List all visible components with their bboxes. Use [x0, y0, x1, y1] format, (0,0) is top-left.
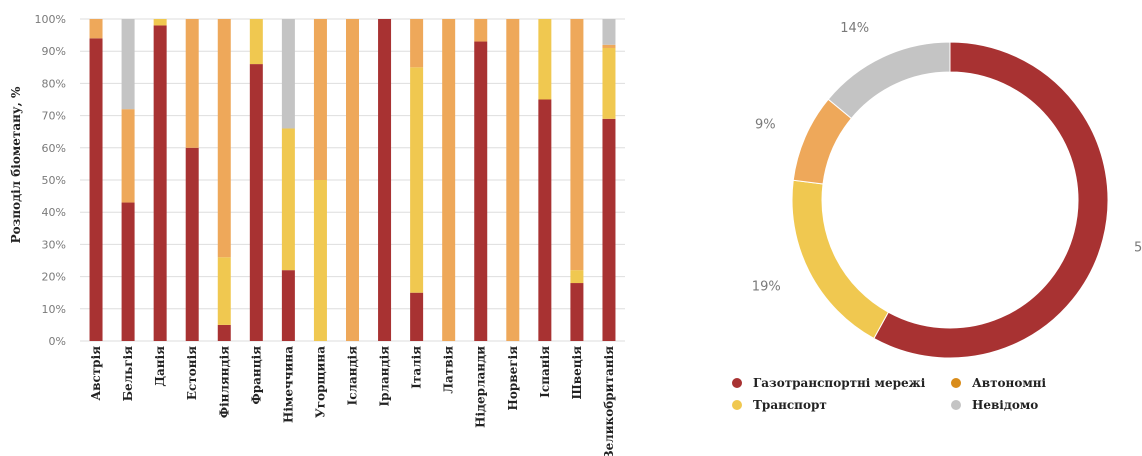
y-tick-label: 50% — [42, 174, 66, 187]
donut-slice-label: 14% — [840, 21, 869, 36]
donut-slice-автономні — [792, 98, 853, 185]
x-category-label: Бельгія — [121, 346, 135, 401]
x-category-label: Нідерланди — [474, 346, 488, 428]
bar-segment-газотранспортні-мережі — [410, 292, 424, 341]
legend-marker — [732, 400, 742, 410]
y-tick-label: 60% — [42, 142, 66, 155]
donut-slice-label: 9% — [755, 118, 776, 133]
bar-segment-автономні — [442, 19, 456, 341]
bar-segment-транспорт — [281, 128, 295, 271]
bar-segment-автономні — [506, 19, 520, 341]
bar-segment-автономні — [346, 19, 359, 341]
y-tick-label: 40% — [42, 206, 66, 219]
bar-segment-газотранспортні-мережі — [121, 202, 135, 341]
x-category-label: Швеція — [570, 346, 584, 400]
bar-segment-автономні — [313, 19, 327, 180]
legend-label: Транспорт — [753, 398, 827, 412]
y-tick-label: 30% — [42, 238, 66, 251]
bar-segment-газотранспортні-мережі — [538, 99, 552, 341]
legend-item: Автономні — [951, 376, 1047, 390]
bar-stacks — [89, 19, 616, 341]
bar-segment-невідомо — [121, 19, 135, 110]
x-category-label: Ірландія — [378, 346, 392, 407]
bar-segment-газотранспортні-мережі — [570, 283, 584, 341]
bar-segment-газотранспортні-мережі — [217, 324, 231, 341]
bar-segment-газотранспортні-мережі — [89, 38, 103, 341]
bar-segment-транспорт — [249, 19, 263, 65]
x-category-label: Данія — [153, 346, 167, 387]
y-tick-label: 100% — [35, 13, 66, 26]
x-category-label: Норвегія — [506, 346, 520, 411]
legend-marker — [732, 378, 742, 388]
legend-marker — [951, 400, 961, 410]
x-category-label: Естонія — [185, 346, 199, 400]
bar-segment-транспорт — [313, 180, 327, 341]
donut-slices — [791, 41, 1109, 359]
x-category-label: Іспанія — [538, 346, 552, 398]
donut-slice-label: 19% — [752, 279, 781, 294]
y-tick-label: 10% — [42, 303, 66, 316]
y-tick-labels: 0% 10% 20% 30% 40% 50% 60% 70% 80% 90% 100% — [35, 13, 66, 348]
bar-segment-автономні — [410, 19, 424, 68]
y-tick-label: 20% — [42, 271, 66, 284]
x-category-labels: Австрія Бельгія Данія Естонія Фінляндія Франц… — [89, 346, 616, 456]
donut-chart: 58% 19% 9% 14% Газотранспортні мережі Автоно… — [732, 21, 1142, 412]
x-category-label: Франція — [249, 346, 263, 405]
bar-segment-газотранспортні-мережі — [249, 64, 263, 341]
stacked-bar-chart: Розподіл біометану, % 0% 10% 20% 30% 40% 50% 6… — [9, 13, 625, 456]
legend-marker — [951, 378, 961, 388]
bar-segment-автономні — [474, 19, 488, 42]
x-category-label: Великобританія — [602, 346, 616, 456]
bar-segment-газотранспортні-мережі — [153, 25, 167, 341]
bar-segment-газотранспортні-мережі — [378, 19, 392, 341]
donut-slice-label: 58% — [1134, 240, 1142, 255]
legend-label: Невідомо — [972, 398, 1038, 412]
bar-segment-автономні — [185, 19, 199, 148]
bar-segment-автономні — [570, 19, 584, 271]
x-category-label: Німеччина — [281, 346, 295, 423]
bar-segment-транспорт — [602, 47, 616, 119]
legend-label: Автономні — [972, 376, 1047, 390]
x-category-label: Ісландія — [346, 346, 360, 405]
x-category-label: Угорщина — [313, 346, 327, 418]
donut-slice-labels: 58% 19% 9% 14% — [752, 21, 1142, 294]
bar-segment-автономні — [89, 19, 103, 39]
y-tick-label: 90% — [42, 45, 66, 58]
x-category-label: Латвія — [442, 346, 456, 394]
bar-segment-транспорт — [153, 19, 167, 26]
bar-segment-автономні — [217, 19, 231, 258]
bar-segment-газотранспортні-мережі — [281, 270, 295, 341]
bar-segment-газотранспортні-мережі — [474, 41, 488, 341]
bar-segment-автономні — [121, 109, 135, 203]
y-axis-label: Розподіл біометану, % — [9, 86, 23, 243]
legend-item: Газотранспортні мережі — [732, 376, 926, 390]
legend-label: Газотранспортні мережі — [753, 376, 926, 390]
bar-segment-транспорт — [410, 67, 424, 293]
x-category-label: Італія — [410, 346, 424, 389]
x-category-label: Австрія — [89, 346, 103, 401]
bar-segment-автономні — [602, 44, 616, 48]
donut-slice-газотранспортні-мережі — [873, 41, 1109, 359]
bar-segment-транспорт — [538, 19, 552, 100]
legend-item: Транспорт — [732, 398, 827, 412]
legend: Газотранспортні мережі Автономні Транспорт… — [732, 376, 1047, 412]
bar-segment-транспорт — [217, 257, 231, 325]
donut-slice-транспорт — [791, 179, 890, 340]
bar-segment-невідомо — [281, 19, 295, 129]
y-tick-label: 80% — [42, 77, 66, 90]
x-category-label: Фінляндія — [217, 346, 231, 418]
legend-item: Невідомо — [951, 398, 1038, 412]
y-tick-label: 0% — [49, 335, 66, 348]
bar-segment-невідомо — [602, 19, 616, 45]
donut-slice-невідомо — [827, 41, 951, 120]
bar-segment-газотранспортні-мережі — [602, 118, 616, 341]
bar-segment-газотранспортні-мережі — [185, 147, 199, 341]
y-tick-label: 70% — [42, 110, 66, 123]
bar-segment-транспорт — [570, 270, 584, 284]
